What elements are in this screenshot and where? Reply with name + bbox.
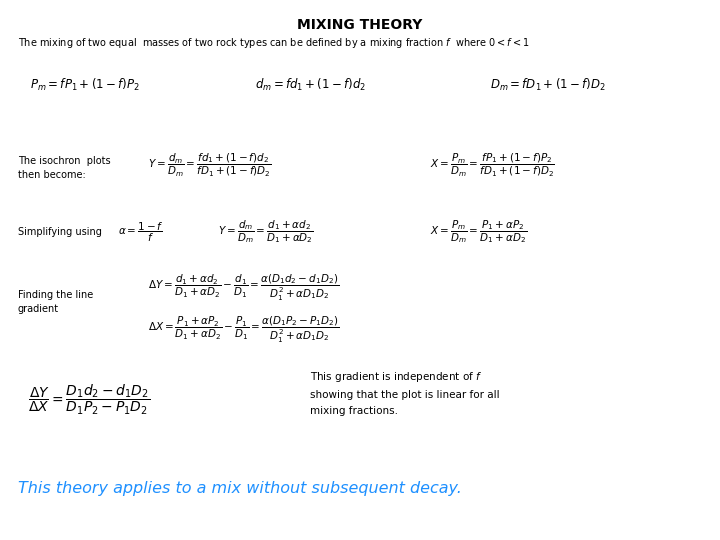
Text: This theory applies to a mix without subsequent decay.: This theory applies to a mix without sub… [18, 481, 462, 496]
Text: $X = \dfrac{P_m}{D_m} = \dfrac{P_1 + \alpha P_2}{D_1 + \alpha D_2}$: $X = \dfrac{P_m}{D_m} = \dfrac{P_1 + \al… [430, 219, 527, 245]
Text: $P_m = fP_1 + \left(1 - f\right)P_2$: $P_m = fP_1 + \left(1 - f\right)P_2$ [30, 77, 140, 93]
Text: $D_m = fD_1 + \left(1 - f\right)D_2$: $D_m = fD_1 + \left(1 - f\right)D_2$ [490, 77, 606, 93]
Text: MIXING THEORY: MIXING THEORY [297, 18, 423, 32]
Text: $\Delta Y = \dfrac{d_1 + \alpha d_2}{D_1 + \alpha D_2} - \dfrac{d_1}{D_1} = \dfr: $\Delta Y = \dfrac{d_1 + \alpha d_2}{D_1… [148, 273, 339, 303]
Text: $\dfrac{\Delta Y}{\Delta X} = \dfrac{D_1 d_2 - d_1 D_2}{D_1 P_2 - P_1 D_2}$: $\dfrac{\Delta Y}{\Delta X} = \dfrac{D_1… [28, 383, 150, 417]
Text: $X = \dfrac{P_m}{D_m} = \dfrac{fP_1 + \left(1 - f\right)P_2}{fD_1 + \left(1 - f\: $X = \dfrac{P_m}{D_m} = \dfrac{fP_1 + \l… [430, 152, 555, 178]
Text: $d_m = fd_1 + \left(1 - f\right)d_2$: $d_m = fd_1 + \left(1 - f\right)d_2$ [255, 77, 366, 93]
Text: Finding the line
gradient: Finding the line gradient [18, 290, 94, 314]
Text: $\alpha = \dfrac{1 - f}{f}$: $\alpha = \dfrac{1 - f}{f}$ [118, 220, 164, 244]
Text: This gradient is independent of $f$
showing that the plot is linear for all
mixi: This gradient is independent of $f$ show… [310, 370, 500, 416]
Text: The isochron  plots
then become:: The isochron plots then become: [18, 156, 111, 180]
Text: The mixing of two equal  masses of two rock types can be defined by a mixing fra: The mixing of two equal masses of two ro… [18, 36, 529, 50]
Text: $Y = \dfrac{d_m}{D_m} = \dfrac{fd_1 + \left(1 - f\right)d_2}{fD_1 + \left(1 - f\: $Y = \dfrac{d_m}{D_m} = \dfrac{fd_1 + \l… [148, 152, 271, 178]
Text: Simplifying using: Simplifying using [18, 227, 102, 237]
Text: $\Delta X = \dfrac{P_1 + \alpha P_2}{D_1 + \alpha D_2} - \dfrac{P_1}{D_1} = \dfr: $\Delta X = \dfrac{P_1 + \alpha P_2}{D_1… [148, 315, 339, 345]
Text: $Y = \dfrac{d_m}{D_m} = \dfrac{d_1 + \alpha d_2}{D_1 + \alpha D_2}$: $Y = \dfrac{d_m}{D_m} = \dfrac{d_1 + \al… [218, 219, 314, 245]
